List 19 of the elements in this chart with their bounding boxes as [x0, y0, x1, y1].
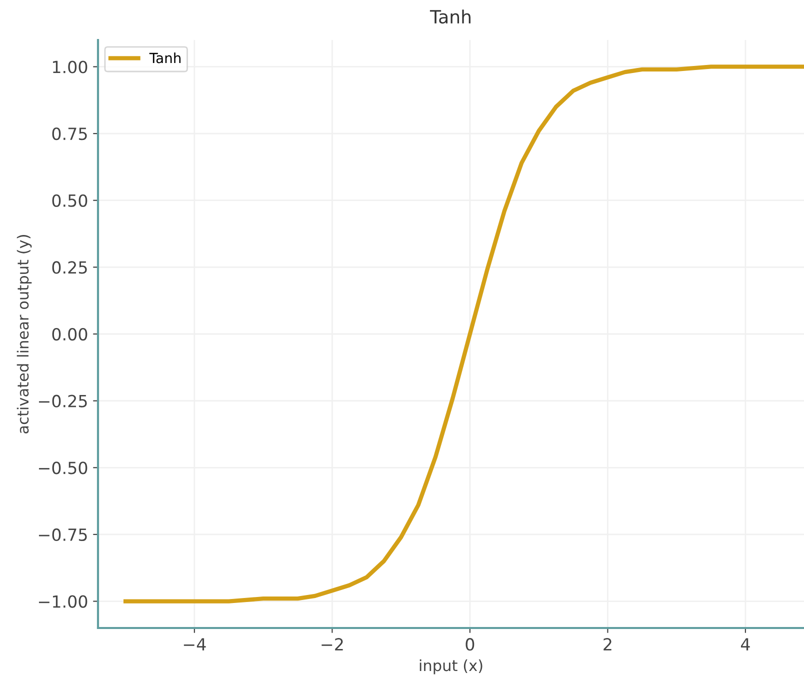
y-tick-label: −1.00 [38, 595, 88, 608]
y-tick-label: 0.25 [52, 261, 87, 274]
x-tick-label: −2 [322, 638, 343, 650]
y-tick-label: −0.25 [38, 394, 87, 408]
y-axis-title: activated linear output (y) [16, 235, 32, 434]
y-tick-label: 0.75 [52, 128, 87, 140]
x-tick-label: −4 [184, 638, 206, 650]
y-tick-label: 1.00 [53, 60, 88, 74]
x-tick-label: 0 [466, 638, 474, 651]
x-axis-title: input (x) [420, 659, 482, 674]
y-tick-label: 0.50 [52, 194, 88, 207]
line-series [123, 64, 804, 604]
chart-title: Tanh [430, 10, 470, 24]
y-tick-label: −0.75 [38, 528, 87, 542]
x-tick-label: 4 [740, 638, 750, 650]
y-tick-label: 0.00 [52, 328, 88, 341]
x-tick-label: 2 [604, 638, 612, 650]
legend-label: Tanh [149, 52, 181, 64]
y-tick-label: −0.50 [38, 462, 88, 474]
